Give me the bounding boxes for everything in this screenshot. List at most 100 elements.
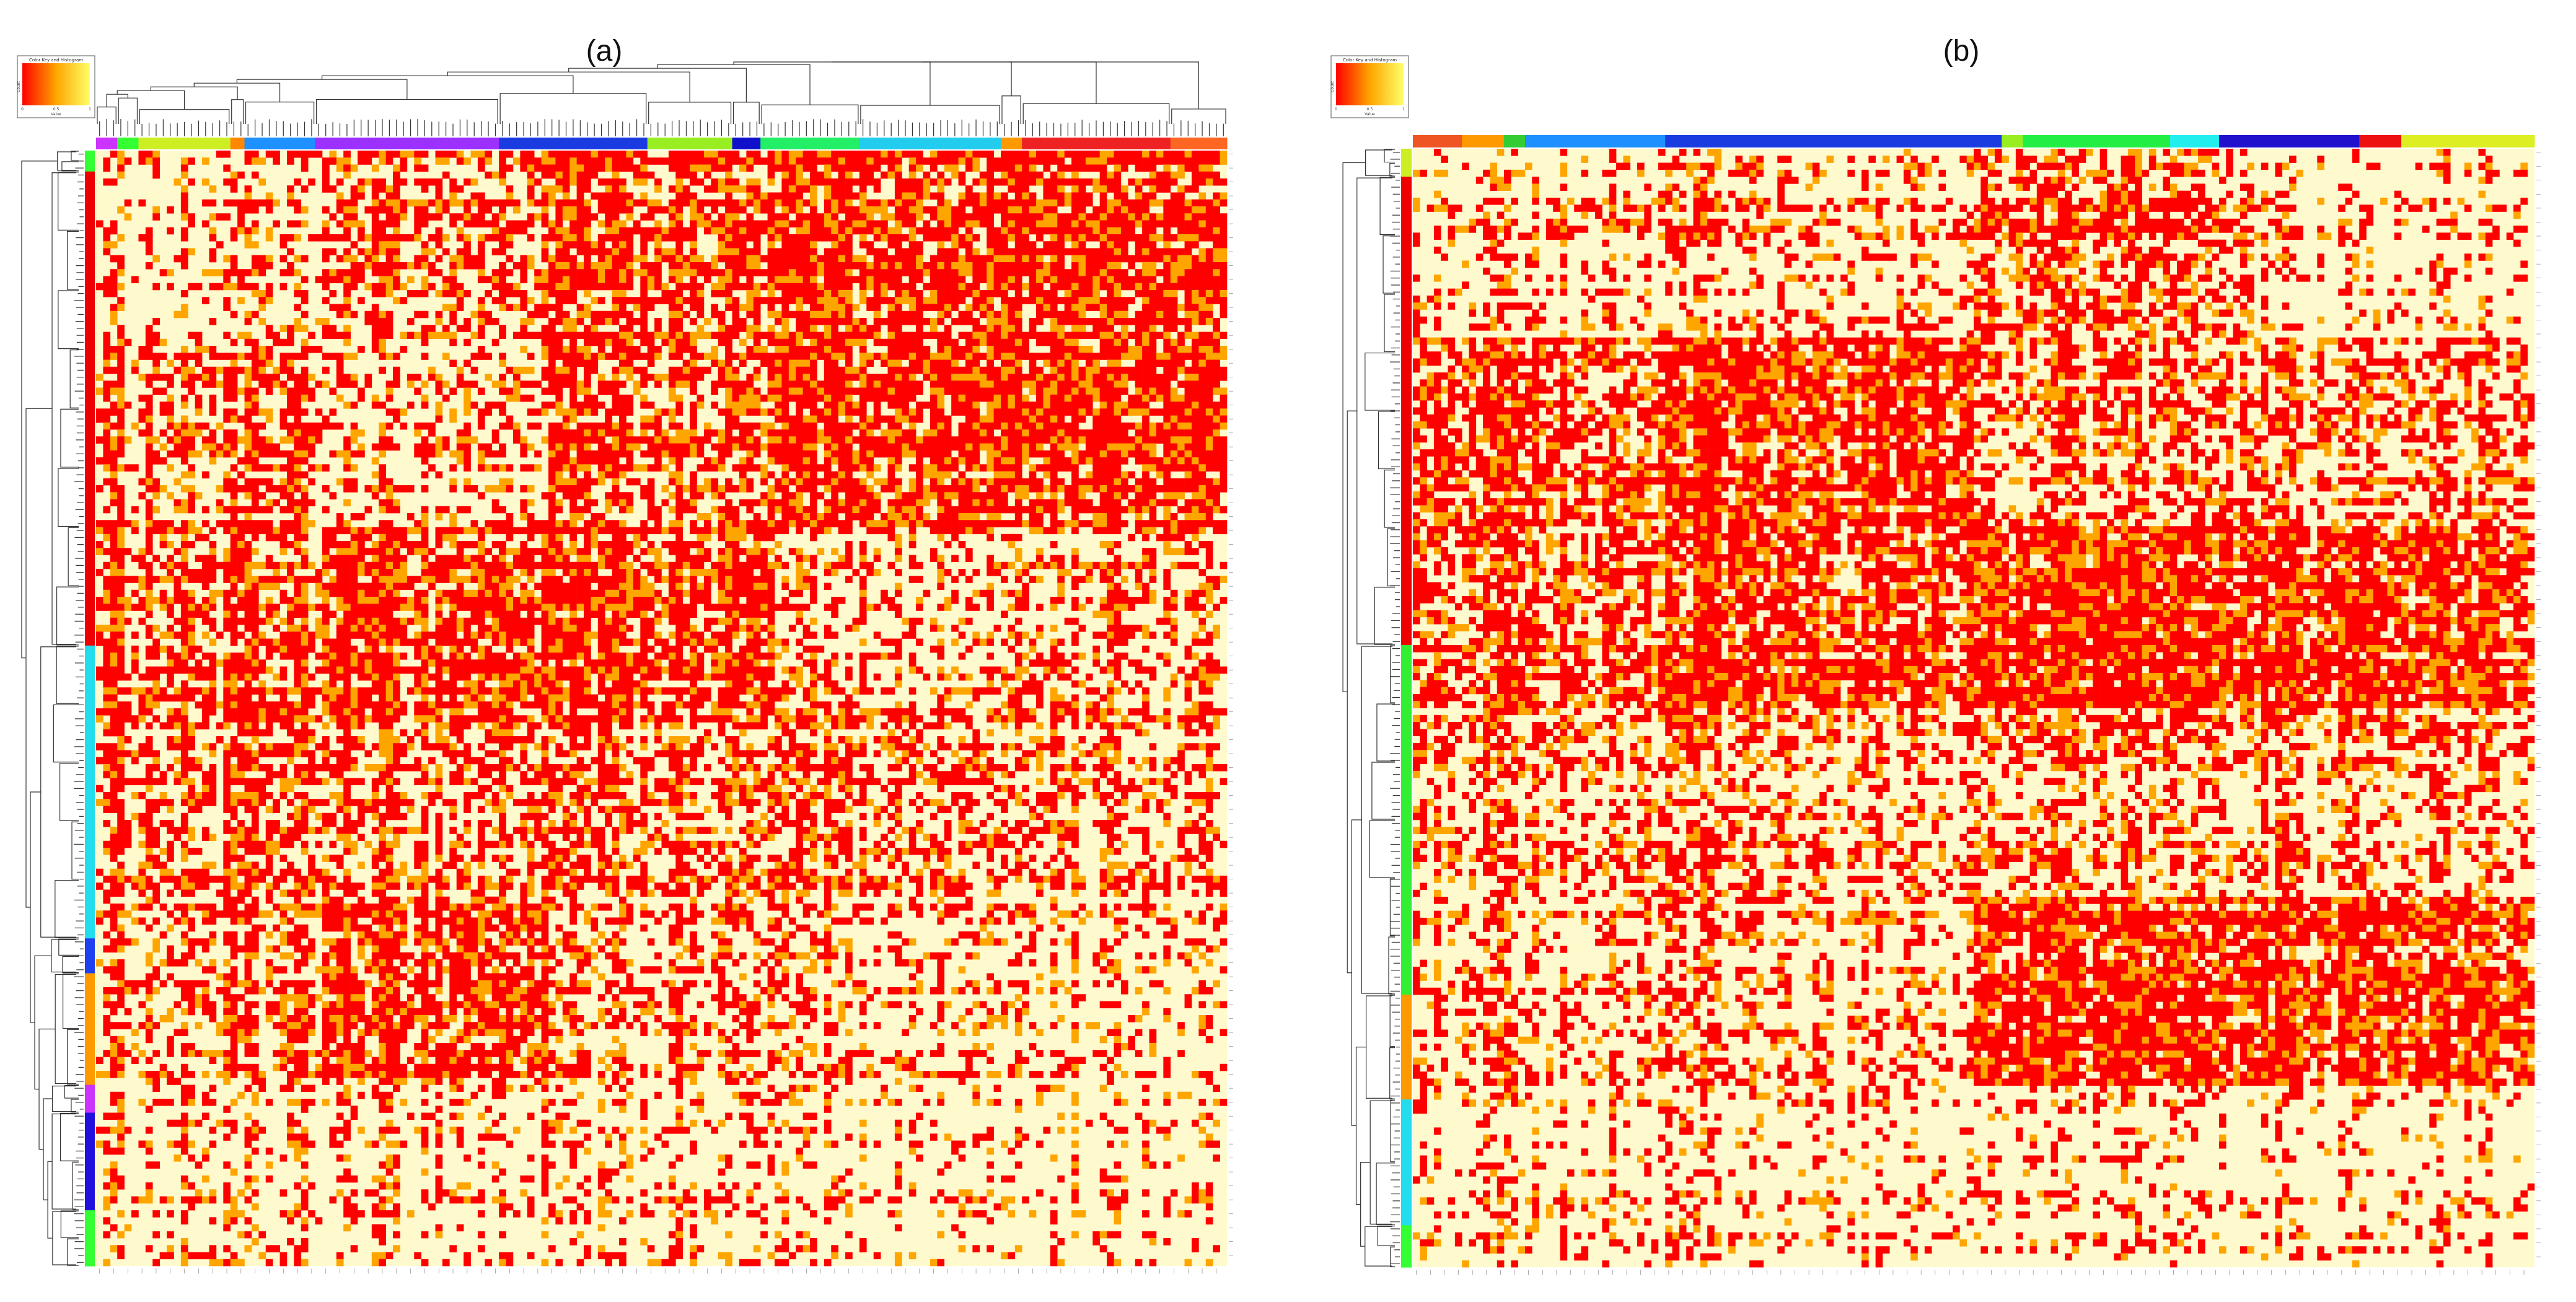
heatmap-cell	[725, 234, 732, 242]
heatmap-cell	[534, 178, 542, 186]
heatmap-cell	[1128, 262, 1136, 270]
heatmap-cell	[1213, 443, 1220, 451]
heatmap-cell	[824, 171, 832, 179]
heatmap-cell	[612, 227, 620, 235]
heatmap-cell	[810, 394, 817, 402]
heatmap-cell	[633, 443, 641, 451]
heatmap-cell	[1120, 457, 1128, 465]
heatmap-cell	[619, 164, 626, 172]
heatmap-cell	[873, 310, 881, 319]
heatmap-cell	[633, 220, 641, 228]
heatmap-cell	[393, 234, 400, 242]
heatmap-cell	[555, 234, 563, 242]
heatmap-cell	[597, 457, 605, 465]
heatmap-cell	[916, 276, 923, 284]
heatmap-cell	[894, 338, 902, 346]
heatmap-cell	[788, 366, 796, 374]
heatmap-cell	[1213, 241, 1220, 249]
heatmap-cell	[279, 325, 288, 332]
heatmap-cell	[477, 220, 485, 228]
heatmap-cell	[675, 332, 684, 340]
heatmap-cell	[944, 276, 952, 284]
heatmap-cell	[350, 255, 358, 263]
heatmap-cell	[725, 297, 732, 304]
heatmap-cell	[512, 380, 521, 388]
heatmap-cell	[591, 457, 599, 465]
heatmap-cell	[180, 290, 188, 297]
heatmap-cell	[775, 276, 782, 284]
heatmap-cell	[732, 394, 740, 402]
heatmap-cell	[180, 255, 188, 263]
heatmap-cell	[944, 255, 952, 263]
heatmap-cell	[1057, 436, 1065, 444]
heatmap-cell	[202, 380, 209, 388]
heatmap-cell	[845, 429, 853, 437]
heatmap-cell	[188, 283, 195, 291]
heatmap-cell	[110, 387, 118, 395]
heatmap-cell	[329, 290, 337, 297]
heatmap-cell	[894, 415, 902, 423]
heatmap-cell	[866, 297, 874, 304]
heatmap-cell	[781, 220, 789, 228]
heatmap-cell	[569, 171, 577, 179]
heatmap-cell	[124, 402, 132, 409]
heatmap-cell	[845, 359, 853, 367]
heatmap-cell	[711, 346, 719, 353]
heatmap-cell	[1120, 374, 1128, 381]
heatmap-cell	[866, 262, 874, 270]
heatmap-cell	[845, 262, 853, 270]
heatmap-cell	[781, 450, 789, 458]
heatmap-cell	[612, 338, 620, 346]
heatmap-cell	[746, 248, 754, 256]
heatmap-cell	[1029, 164, 1037, 172]
heatmap-cell	[626, 151, 634, 158]
heatmap-cell	[718, 408, 726, 416]
heatmap-cell	[612, 374, 620, 381]
heatmap-cell	[668, 185, 676, 193]
heatmap-cell	[894, 387, 902, 395]
heatmap-cell	[1099, 262, 1107, 270]
heatmap-cell	[414, 387, 421, 395]
heatmap-cell	[393, 151, 400, 158]
heatmap-cell	[951, 151, 959, 158]
heatmap-cell	[180, 359, 188, 367]
heatmap-cell	[1114, 346, 1122, 353]
heatmap-cell	[103, 450, 111, 458]
heatmap-cell	[1142, 318, 1150, 325]
heatmap-cell	[597, 276, 605, 284]
heatmap-cell	[110, 443, 118, 451]
heatmap-cell	[732, 415, 740, 423]
heatmap-cell	[944, 206, 952, 214]
heatmap-cell	[273, 450, 280, 458]
heatmap-cell	[180, 457, 188, 465]
heatmap-cell	[1120, 269, 1128, 276]
heatmap-cell	[993, 422, 1001, 430]
heatmap-cell	[414, 429, 421, 437]
heatmap-cell	[358, 262, 365, 270]
heatmap-cell	[1120, 332, 1128, 340]
heatmap-cell	[244, 338, 252, 346]
heatmap-cell	[456, 248, 464, 256]
heatmap-cell	[555, 310, 563, 319]
heatmap-cell	[555, 227, 563, 235]
heatmap-cell	[979, 276, 987, 284]
heatmap-cell	[1071, 464, 1079, 472]
heatmap-cell	[230, 310, 238, 319]
heatmap-cell	[541, 310, 549, 319]
heatmap-cell	[1184, 290, 1192, 297]
heatmap-cell	[597, 338, 605, 346]
heatmap-cell	[576, 429, 584, 437]
heatmap-cell	[145, 394, 153, 402]
heatmap-cell	[1198, 429, 1207, 437]
heatmap-cell	[1213, 213, 1220, 221]
heatmap-cell	[1050, 415, 1058, 423]
heatmap-cell	[781, 227, 789, 235]
heatmap-cell	[591, 164, 599, 172]
heatmap-cell	[965, 353, 973, 360]
heatmap-cell	[845, 290, 853, 297]
heatmap-cell	[1198, 374, 1207, 381]
heatmap-cell	[1107, 450, 1114, 458]
heatmap-cell	[866, 213, 874, 221]
heatmap-cell	[1184, 402, 1192, 409]
